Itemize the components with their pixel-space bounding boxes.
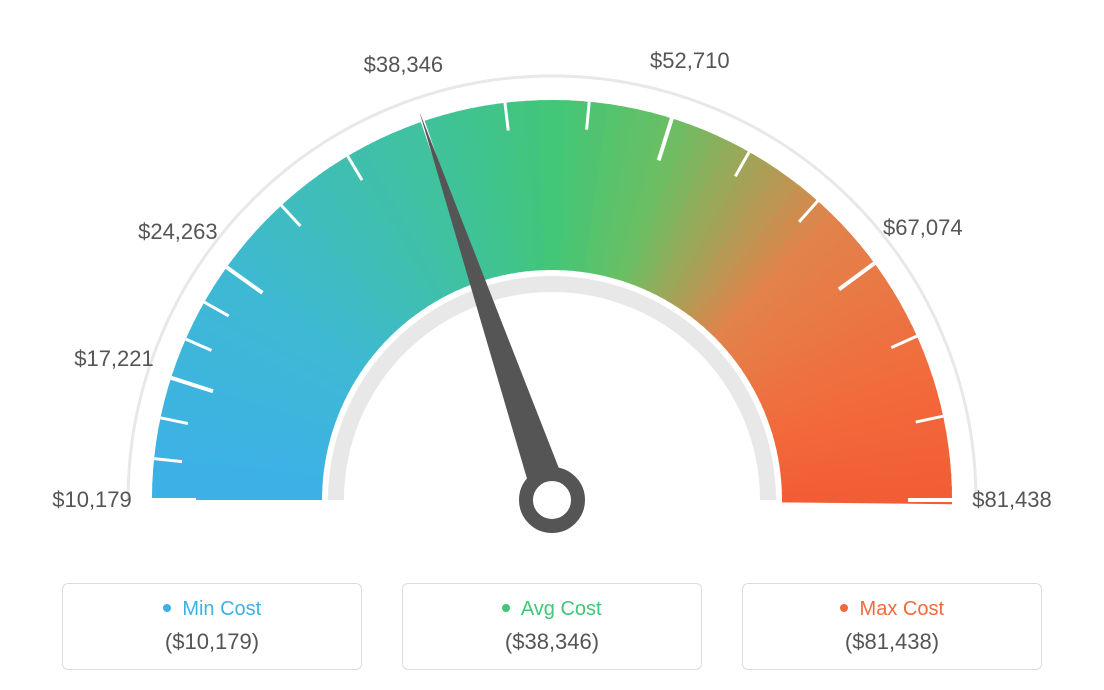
cost-gauge-widget: $10,179 $17,221 $24,263 $38,346 $52,710 $67,0… [0,0,1104,690]
dot-icon [163,604,171,612]
gauge-tick-label: $52,710 [650,48,730,74]
legend-min-value: ($10,179) [73,629,351,655]
gauge-tick-label: $38,346 [364,52,444,78]
gauge-tick-label: $67,074 [883,215,963,241]
legend-card-max: Max Cost ($81,438) [742,583,1042,670]
gauge-area: $10,179 $17,221 $24,263 $38,346 $52,710 $67,0… [0,0,1104,560]
legend-card-min: Min Cost ($10,179) [62,583,362,670]
legend-card-avg: Avg Cost ($38,346) [402,583,702,670]
legend-min-title: Min Cost [73,598,351,621]
gauge-tick-label: $17,221 [74,346,154,372]
legend-avg-title: Avg Cost [413,598,691,621]
legend-max-label: Max Cost [860,598,944,620]
dot-icon [502,604,510,612]
legend-avg-value: ($38,346) [413,629,691,655]
legend-max-value: ($81,438) [753,629,1031,655]
gauge-tick-label: $81,438 [972,487,1052,513]
gauge-tick-label: $24,263 [138,219,218,245]
legend-max-title: Max Cost [753,598,1031,621]
dot-icon [840,604,848,612]
gauge-svg [0,0,1104,560]
gauge-tick-label: $10,179 [52,487,132,513]
legend-min-label: Min Cost [182,598,261,620]
legend-avg-label: Avg Cost [521,598,602,620]
legend-row: Min Cost ($10,179) Avg Cost ($38,346) Ma… [0,583,1104,670]
